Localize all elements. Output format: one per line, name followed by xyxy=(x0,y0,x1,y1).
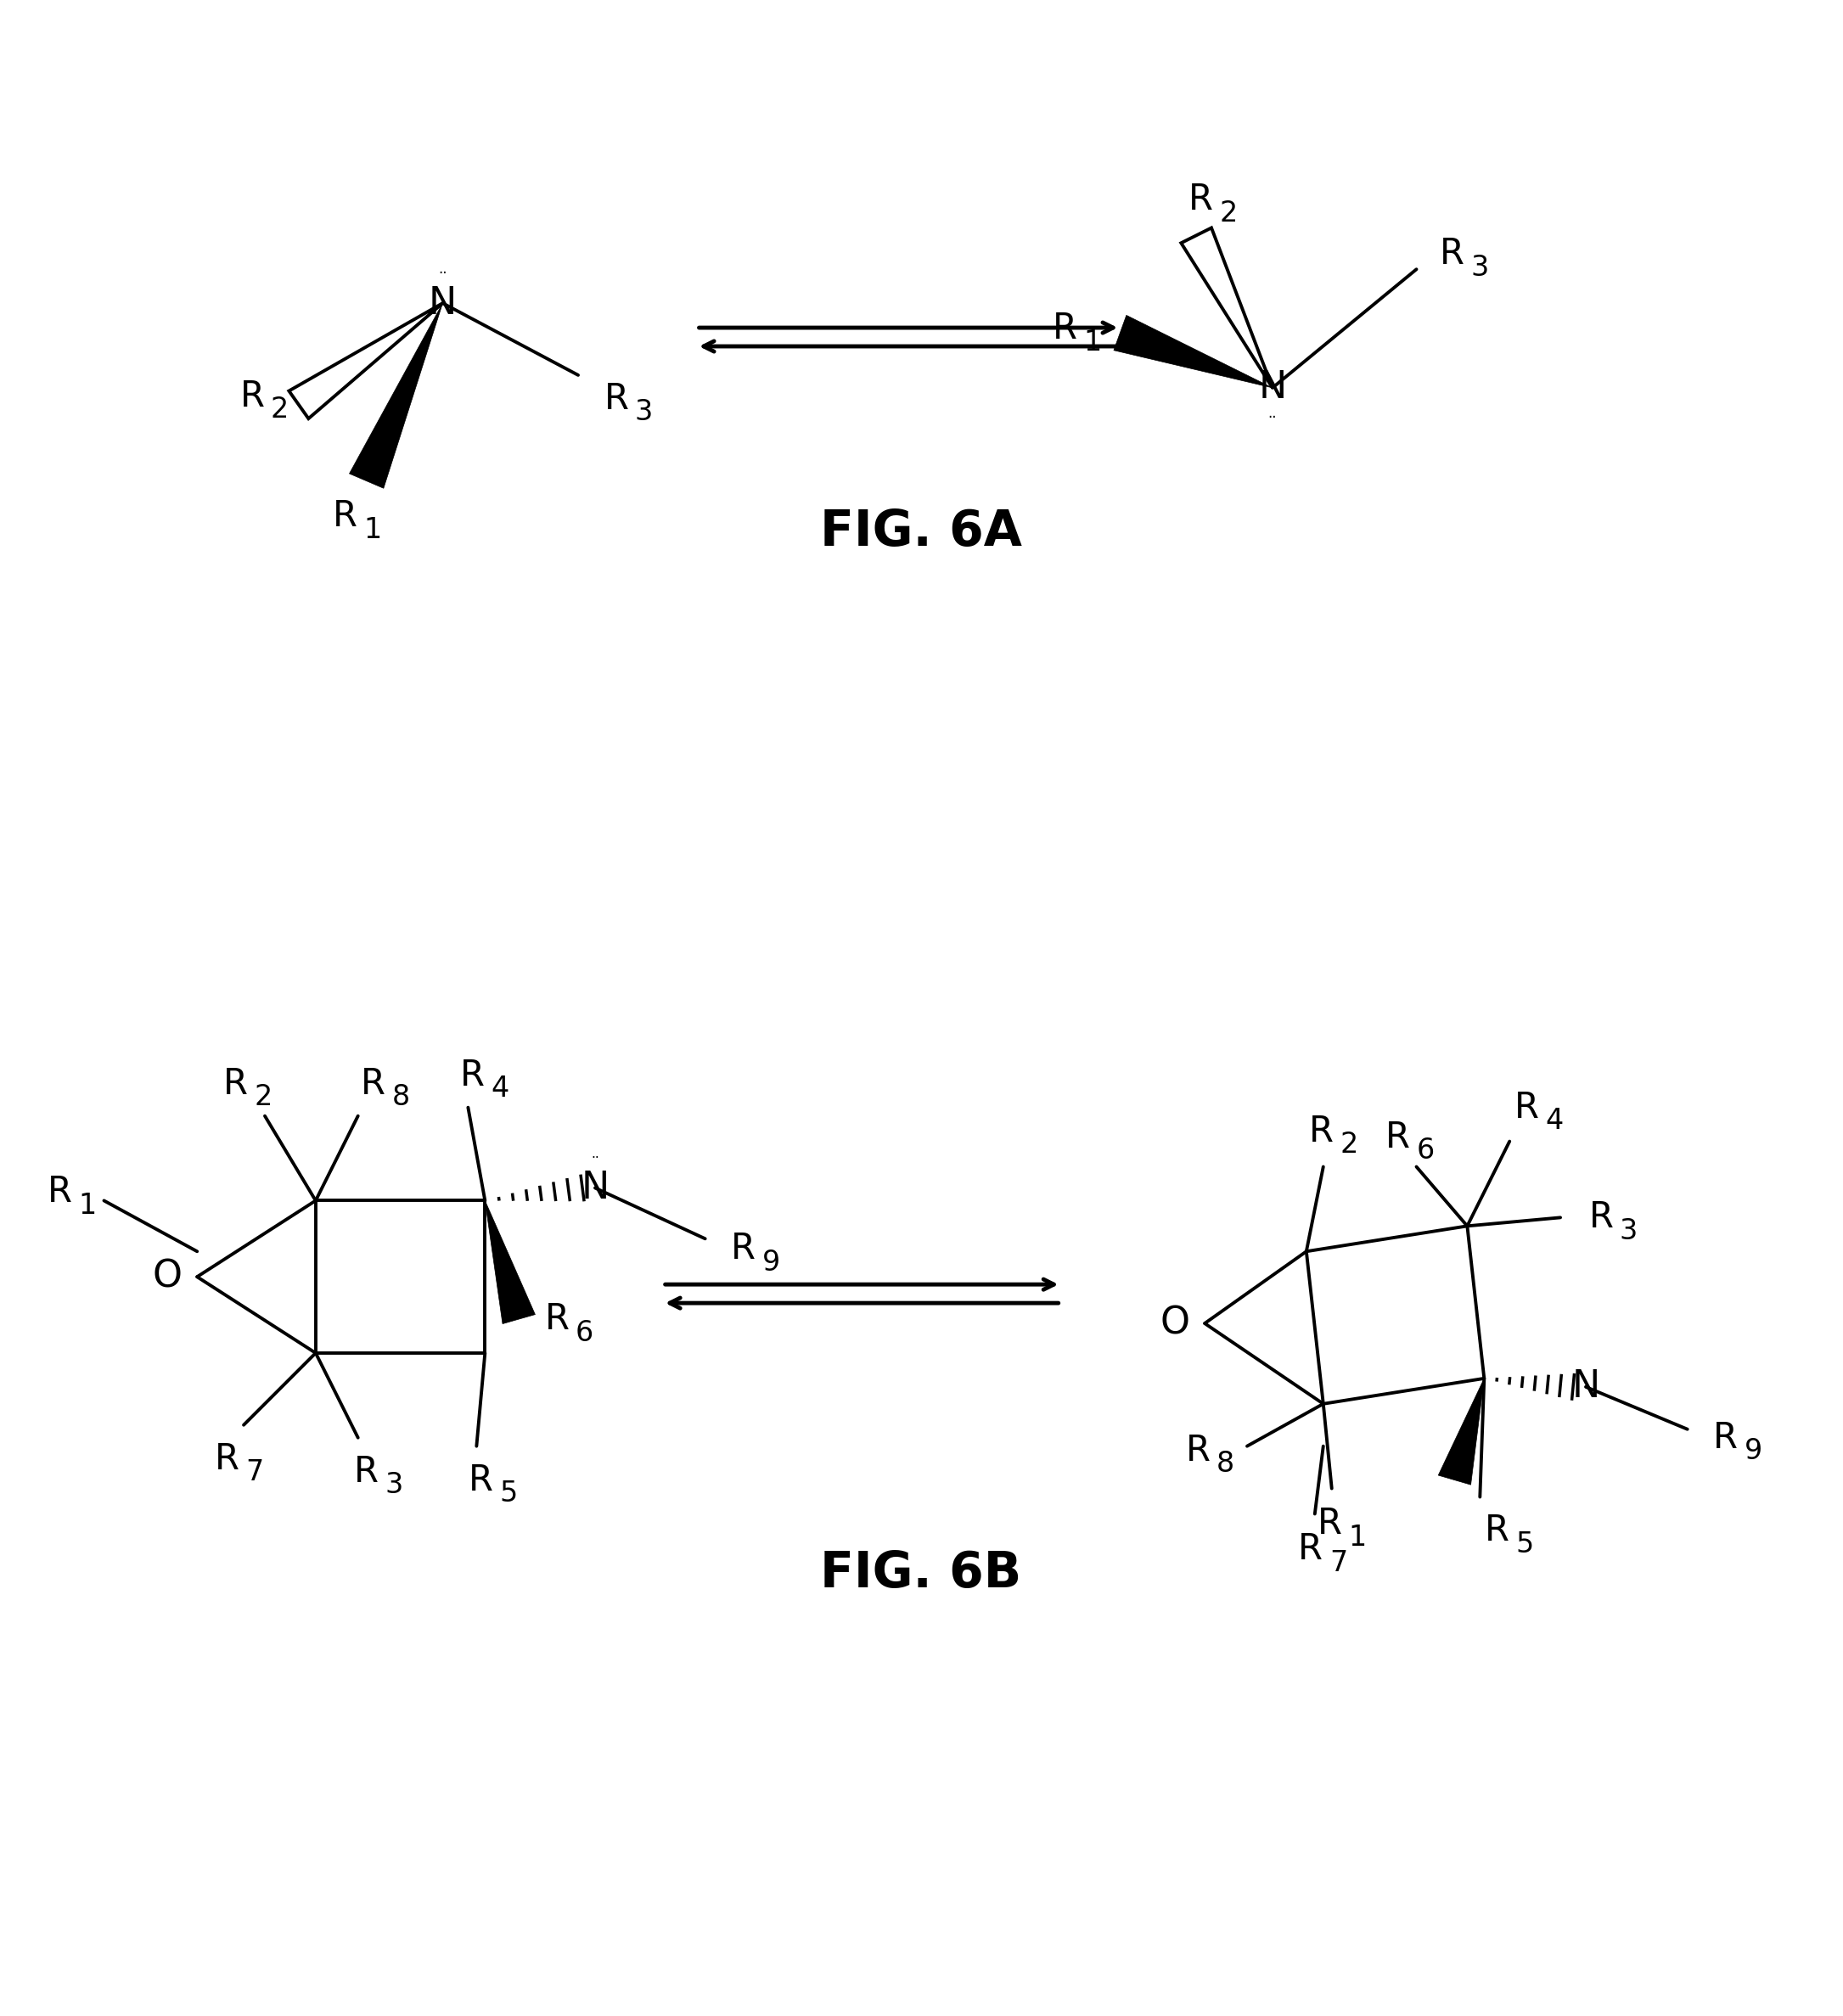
Text: 5: 5 xyxy=(499,1480,518,1508)
Text: 9: 9 xyxy=(761,1248,780,1276)
Text: O: O xyxy=(1161,1304,1191,1341)
Text: N: N xyxy=(581,1169,610,1206)
Text: R: R xyxy=(48,1175,72,1210)
Polygon shape xyxy=(485,1202,534,1325)
Text: 6: 6 xyxy=(575,1318,593,1347)
Text: R: R xyxy=(1318,1506,1342,1542)
Text: 3: 3 xyxy=(385,1472,404,1500)
Text: 6: 6 xyxy=(1417,1137,1434,1165)
Text: 2: 2 xyxy=(1340,1131,1358,1159)
Text: 8: 8 xyxy=(393,1083,409,1111)
Text: R: R xyxy=(605,381,628,417)
Text: R: R xyxy=(1515,1091,1539,1125)
Text: 2: 2 xyxy=(271,395,289,423)
Text: 1: 1 xyxy=(363,516,382,544)
Text: R: R xyxy=(1386,1119,1410,1155)
Polygon shape xyxy=(1113,314,1272,387)
Text: 7: 7 xyxy=(245,1458,264,1486)
Text: 2: 2 xyxy=(254,1083,273,1111)
Text: O: O xyxy=(153,1258,182,1294)
Text: 2: 2 xyxy=(1218,200,1237,228)
Text: 7: 7 xyxy=(1329,1548,1347,1577)
Text: R: R xyxy=(546,1300,569,1337)
Text: N: N xyxy=(1259,369,1286,405)
Text: R: R xyxy=(1439,236,1465,272)
Text: R: R xyxy=(1052,310,1078,347)
Polygon shape xyxy=(350,302,442,488)
Text: ··: ·· xyxy=(439,266,448,280)
Text: FIG. 6A: FIG. 6A xyxy=(820,508,1023,556)
Text: R: R xyxy=(361,1066,385,1101)
Text: R: R xyxy=(1189,181,1213,218)
Text: R: R xyxy=(354,1454,380,1490)
Text: R: R xyxy=(1297,1532,1323,1566)
Text: 8: 8 xyxy=(1216,1450,1235,1478)
Text: 3: 3 xyxy=(1620,1218,1638,1246)
Text: R: R xyxy=(1185,1433,1211,1468)
Text: R: R xyxy=(334,498,358,534)
Text: R: R xyxy=(1309,1113,1334,1149)
Text: 1: 1 xyxy=(1349,1524,1368,1552)
Text: N: N xyxy=(1572,1369,1600,1405)
Polygon shape xyxy=(1181,228,1272,387)
Text: 4: 4 xyxy=(490,1075,509,1103)
Text: R: R xyxy=(223,1066,247,1101)
Text: R: R xyxy=(240,379,264,413)
Text: 1: 1 xyxy=(79,1191,96,1220)
Text: N: N xyxy=(429,284,457,321)
Text: ··: ·· xyxy=(1268,409,1277,425)
Text: 3: 3 xyxy=(634,399,652,425)
Text: R: R xyxy=(732,1232,756,1266)
Text: R: R xyxy=(1485,1512,1509,1548)
Polygon shape xyxy=(1438,1379,1484,1484)
Polygon shape xyxy=(289,302,442,419)
Text: 4: 4 xyxy=(1544,1107,1563,1135)
Text: R: R xyxy=(214,1441,240,1476)
Text: FIG. 6B: FIG. 6B xyxy=(820,1548,1021,1597)
Text: R: R xyxy=(1589,1200,1613,1236)
Text: 5: 5 xyxy=(1515,1530,1533,1558)
Text: R: R xyxy=(1714,1419,1738,1456)
Text: R: R xyxy=(461,1058,485,1093)
Text: 1: 1 xyxy=(1084,329,1102,357)
Text: 3: 3 xyxy=(1471,254,1489,282)
Text: ··: ·· xyxy=(592,1151,599,1165)
Text: 9: 9 xyxy=(1743,1437,1762,1466)
Text: R: R xyxy=(468,1462,494,1498)
